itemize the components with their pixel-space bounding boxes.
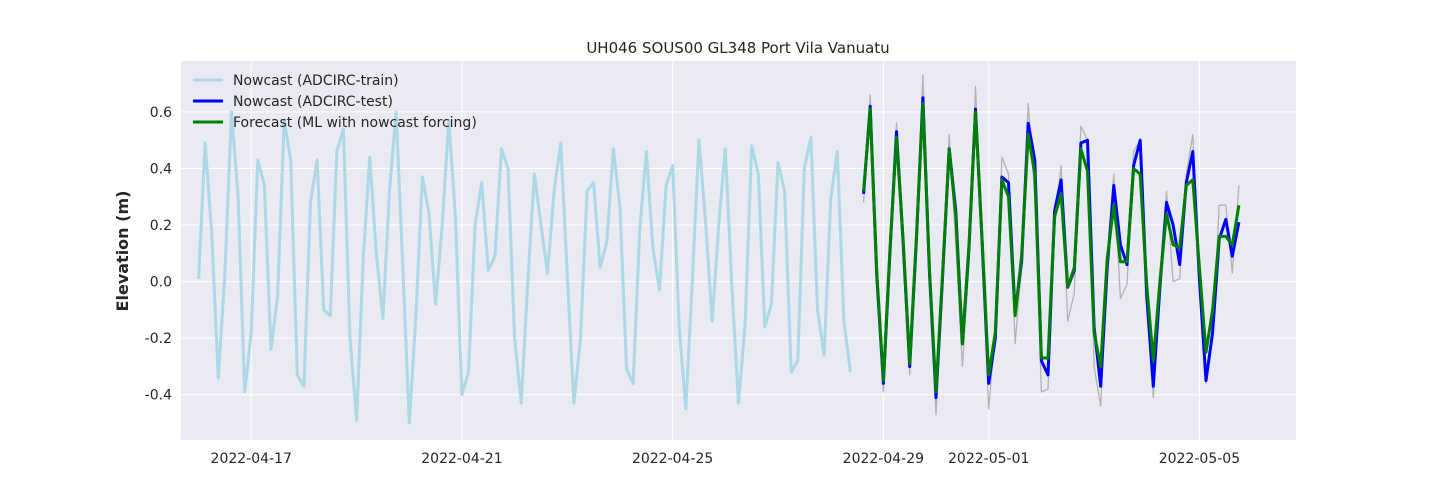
y-tick-label: 0.6 xyxy=(150,105,172,121)
y-tick-label: 0.4 xyxy=(150,161,172,177)
chart-title: UH046 SOUS00 GL348 Port Vila Vanuatu xyxy=(586,39,889,57)
legend-label-forecast: Forecast (ML with nowcast forcing) xyxy=(233,115,477,131)
series-line-forecast xyxy=(862,101,1241,394)
y-tick-label: 0.0 xyxy=(150,275,172,291)
y-tick-label: -0.4 xyxy=(145,388,172,404)
legend-label-test: Nowcast (ADCIRC-test) xyxy=(233,94,393,110)
legend: Nowcast (ADCIRC-train) Nowcast (ADCIRC-te… xyxy=(193,73,477,131)
series-layer xyxy=(197,74,1241,425)
y-tick-label: 0.2 xyxy=(150,218,172,234)
x-tick-label: 2022-04-17 xyxy=(211,451,292,467)
y-tick-label: -0.2 xyxy=(145,331,172,347)
x-tick-label: 2022-04-25 xyxy=(632,451,713,467)
series-line-train xyxy=(197,110,852,425)
x-tick-label: 2022-05-01 xyxy=(948,451,1029,467)
y-axis-ticks: -0.4 -0.2 0.0 0.2 0.4 0.6 xyxy=(145,105,172,404)
y-axis-label: Elevation (m) xyxy=(113,191,132,312)
x-tick-label: 2022-05-05 xyxy=(1159,451,1240,467)
x-axis-ticks: 2022-04-17 2022-04-21 2022-04-25 2022-04-29… xyxy=(211,451,1241,467)
x-tick-label: 2022-04-29 xyxy=(843,451,924,467)
legend-label-train: Nowcast (ADCIRC-train) xyxy=(233,73,399,89)
x-tick-label: 2022-04-21 xyxy=(421,451,502,467)
